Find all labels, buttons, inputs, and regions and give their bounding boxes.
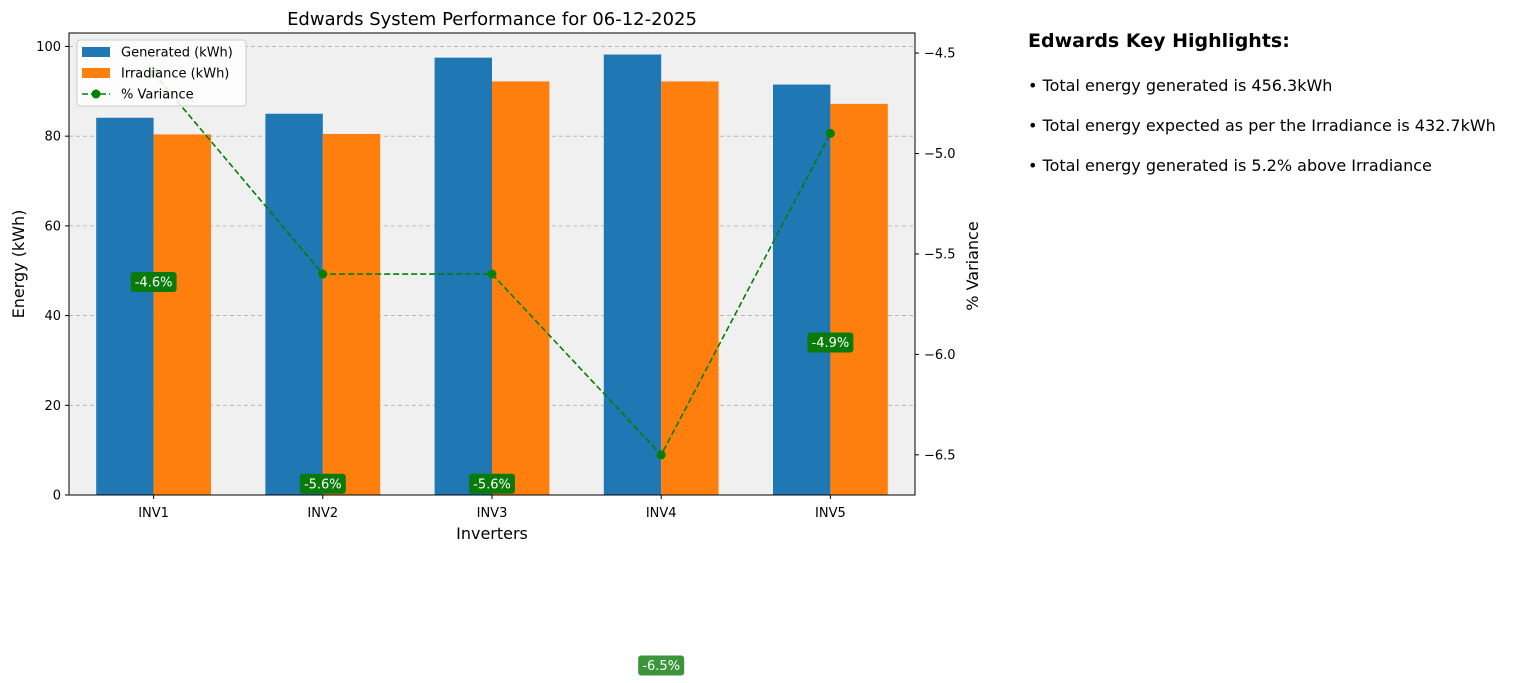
variance-label-text: -4.9% xyxy=(812,336,850,351)
highlights-title: Edwards Key Highlights: xyxy=(1028,30,1290,52)
variance-point xyxy=(656,450,666,460)
bar-generated xyxy=(96,117,154,496)
y-tick-label: 60 xyxy=(44,219,61,234)
legend-swatch-generated xyxy=(82,47,110,57)
y-axis-label: Energy (kWh) xyxy=(9,210,28,319)
y-tick-label: 0 xyxy=(53,489,61,504)
variance-label-box xyxy=(638,655,685,676)
variance-label: -5.6% xyxy=(469,473,515,494)
legend-swatch-irradiance xyxy=(82,68,110,78)
legend-label: Generated (kWh) xyxy=(121,46,233,61)
key-highlights-panel: Edwards Key Highlights: • Total energy g… xyxy=(1028,30,1518,196)
variance-label-box xyxy=(130,271,177,292)
legend-label: % Variance xyxy=(121,88,194,103)
bar-irradiance xyxy=(830,103,888,495)
bar-generated xyxy=(773,84,831,496)
bar-generated xyxy=(603,54,662,496)
y2-tick-label: −5.5 xyxy=(924,247,956,262)
variance-label: -6.5% xyxy=(638,655,685,676)
bar-generated xyxy=(265,113,323,496)
variance-point xyxy=(318,269,328,279)
y2-axis-label: % Variance xyxy=(963,221,982,310)
variance-label-text: -5.6% xyxy=(304,477,342,492)
highlight-item-comparison: • Total energy generated is 5.2% above I… xyxy=(1028,156,1432,175)
x-tick-label: INV3 xyxy=(477,506,508,521)
y-tick-label: 40 xyxy=(44,309,61,324)
y2-tick-label: −5.0 xyxy=(924,147,956,162)
variance-label-text: -5.6% xyxy=(473,477,511,492)
variance-point xyxy=(825,128,835,138)
variance-label-text: -4.6% xyxy=(135,275,173,290)
variance-point xyxy=(487,269,497,279)
variance-label-box xyxy=(469,473,515,494)
bar-irradiance xyxy=(322,133,381,495)
variance-label: -4.6% xyxy=(130,271,177,292)
chart-title: Edwards System Performance for 06-12-202… xyxy=(287,9,697,30)
variance-line xyxy=(152,72,832,457)
x-tick-label: INV1 xyxy=(138,506,169,521)
legend: Generated (kWh) Irradiance (kWh) % Varianc… xyxy=(76,39,247,107)
y2-tick-label: −6.5 xyxy=(924,448,956,463)
bar-irradiance xyxy=(153,134,211,495)
x-tick-label: INV2 xyxy=(307,506,338,521)
variance-label: -4.9% xyxy=(807,332,854,353)
variance-label-box xyxy=(299,473,346,494)
legend-label: Irradiance (kWh) xyxy=(121,67,229,82)
x-tick-label: INV5 xyxy=(815,506,846,521)
performance-chart: -4.6% -5.6% -5.6% -6.5% -4.9% 0 20 40 60 80 100 −6.… xyxy=(9,9,982,676)
highlight-item-generated: • Total energy generated is 456.3kWh xyxy=(1028,76,1333,95)
y-tick-label: 20 xyxy=(44,399,61,414)
y-tick-label: 80 xyxy=(44,130,61,145)
legend-marker-variance xyxy=(91,89,101,99)
variance-label-text: -6.5% xyxy=(642,659,680,674)
x-axis-label: Inverters xyxy=(456,524,528,543)
y2-tick-label: −6.0 xyxy=(924,348,956,363)
bar-generated xyxy=(434,57,492,496)
y2-tick-label: −4.5 xyxy=(924,47,956,62)
x-tick-label: INV4 xyxy=(646,506,677,521)
legend-box xyxy=(76,39,247,107)
variance-label-box xyxy=(807,332,854,353)
highlight-item-expected: • Total energy expected as per the Irrad… xyxy=(1028,116,1496,135)
bar-irradiance xyxy=(492,81,550,495)
bar-irradiance xyxy=(661,81,719,495)
variance-label: -5.6% xyxy=(299,473,346,494)
y-tick-label: 100 xyxy=(36,40,61,55)
